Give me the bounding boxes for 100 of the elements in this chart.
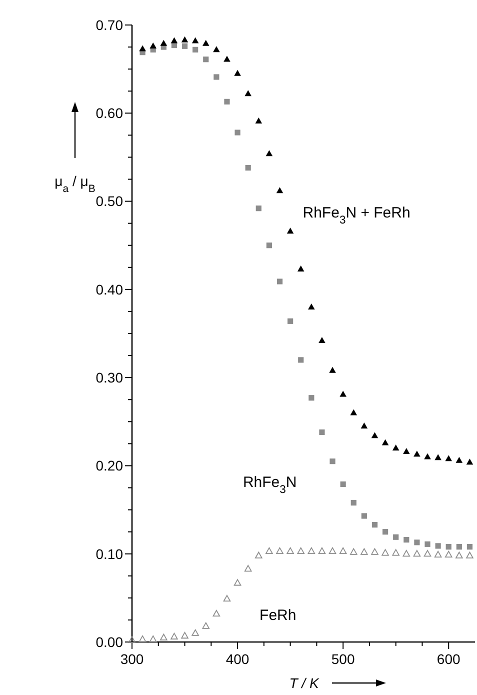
- point: [382, 549, 389, 556]
- point: [212, 610, 220, 617]
- y-tick-label: 0.60: [96, 105, 124, 122]
- point: [466, 552, 474, 558]
- point: [202, 40, 210, 46]
- point: [318, 336, 326, 343]
- point: [245, 164, 251, 171]
- point: [224, 56, 230, 62]
- point: [360, 548, 368, 555]
- point: [288, 318, 294, 324]
- point: [392, 549, 400, 556]
- point: [160, 634, 168, 640]
- point: [318, 547, 326, 554]
- point: [181, 632, 188, 639]
- point: [456, 456, 463, 463]
- point: [319, 429, 325, 436]
- point: [266, 547, 273, 554]
- point: [214, 74, 220, 80]
- point: [297, 266, 304, 272]
- x-tick-label: 400: [226, 651, 250, 667]
- point: [213, 46, 220, 52]
- x-axis-title: T / K: [289, 675, 320, 691]
- point: [393, 534, 399, 540]
- point: [192, 46, 198, 52]
- point: [139, 45, 146, 52]
- point: [371, 432, 378, 438]
- point: [402, 550, 410, 557]
- point: [413, 550, 421, 557]
- point: [339, 547, 347, 554]
- point: [360, 422, 368, 428]
- point: [286, 547, 294, 554]
- y-tick-label: 0.20: [96, 458, 124, 474]
- point: [434, 454, 442, 460]
- point: [329, 366, 336, 373]
- point: [224, 98, 230, 104]
- y-axis-title: μ$_{a}$ / μ$_{B}$: [54, 173, 96, 195]
- point: [456, 544, 462, 550]
- point: [203, 56, 209, 62]
- point: [297, 547, 305, 554]
- point: [340, 390, 346, 397]
- series-label: FeRh: [260, 606, 296, 624]
- point: [170, 632, 178, 640]
- point: [254, 552, 262, 558]
- point: [382, 439, 389, 446]
- point: [340, 481, 346, 488]
- point: [244, 90, 252, 96]
- point: [445, 455, 452, 462]
- point: [170, 37, 178, 44]
- point: [466, 544, 473, 550]
- point: [424, 550, 432, 557]
- point: [308, 303, 315, 310]
- point: [382, 529, 388, 535]
- point: [160, 40, 168, 46]
- y-tick-label: 0.50: [96, 193, 124, 210]
- point: [404, 536, 410, 543]
- point: [403, 448, 410, 454]
- point: [392, 444, 400, 450]
- point: [444, 550, 452, 558]
- y-tick-label: 0.70: [96, 16, 124, 33]
- point: [276, 187, 284, 194]
- text: RhFe$_{3}$N: [242, 474, 297, 496]
- point: [372, 522, 378, 528]
- point: [298, 357, 304, 363]
- point: [414, 540, 420, 546]
- point: [149, 636, 157, 642]
- point: [192, 37, 199, 44]
- point: [256, 206, 262, 212]
- y-tick-label: 0.00: [96, 634, 124, 650]
- point: [234, 70, 241, 76]
- series-label: RhFe$_{3}$N + FeRh: [302, 204, 410, 227]
- point: [434, 550, 442, 558]
- point: [446, 544, 452, 550]
- point: [276, 278, 283, 284]
- point: [266, 242, 272, 248]
- point: [244, 564, 252, 572]
- point: [150, 42, 157, 49]
- point: [182, 43, 188, 49]
- point: [361, 513, 367, 519]
- point: [223, 594, 231, 602]
- point: [255, 117, 262, 124]
- x-tick-label: 600: [436, 651, 461, 667]
- point: [128, 636, 136, 643]
- point: [350, 548, 358, 555]
- x-tick-label: 500: [331, 651, 355, 667]
- y-tick-label: 0.30: [96, 369, 124, 386]
- point: [308, 395, 314, 401]
- point: [286, 228, 294, 234]
- y-tick-label: 0.10: [96, 546, 124, 562]
- point: [350, 500, 356, 506]
- point: [466, 458, 474, 465]
- point: [371, 548, 378, 555]
- point: [234, 579, 242, 586]
- point: [424, 453, 431, 460]
- point: [435, 543, 441, 549]
- point: [328, 547, 336, 554]
- point: [414, 450, 420, 457]
- x-tick-label: 300: [120, 651, 144, 667]
- point: [456, 552, 463, 558]
- point: [276, 547, 284, 554]
- y-tick-label: 0.40: [96, 281, 124, 298]
